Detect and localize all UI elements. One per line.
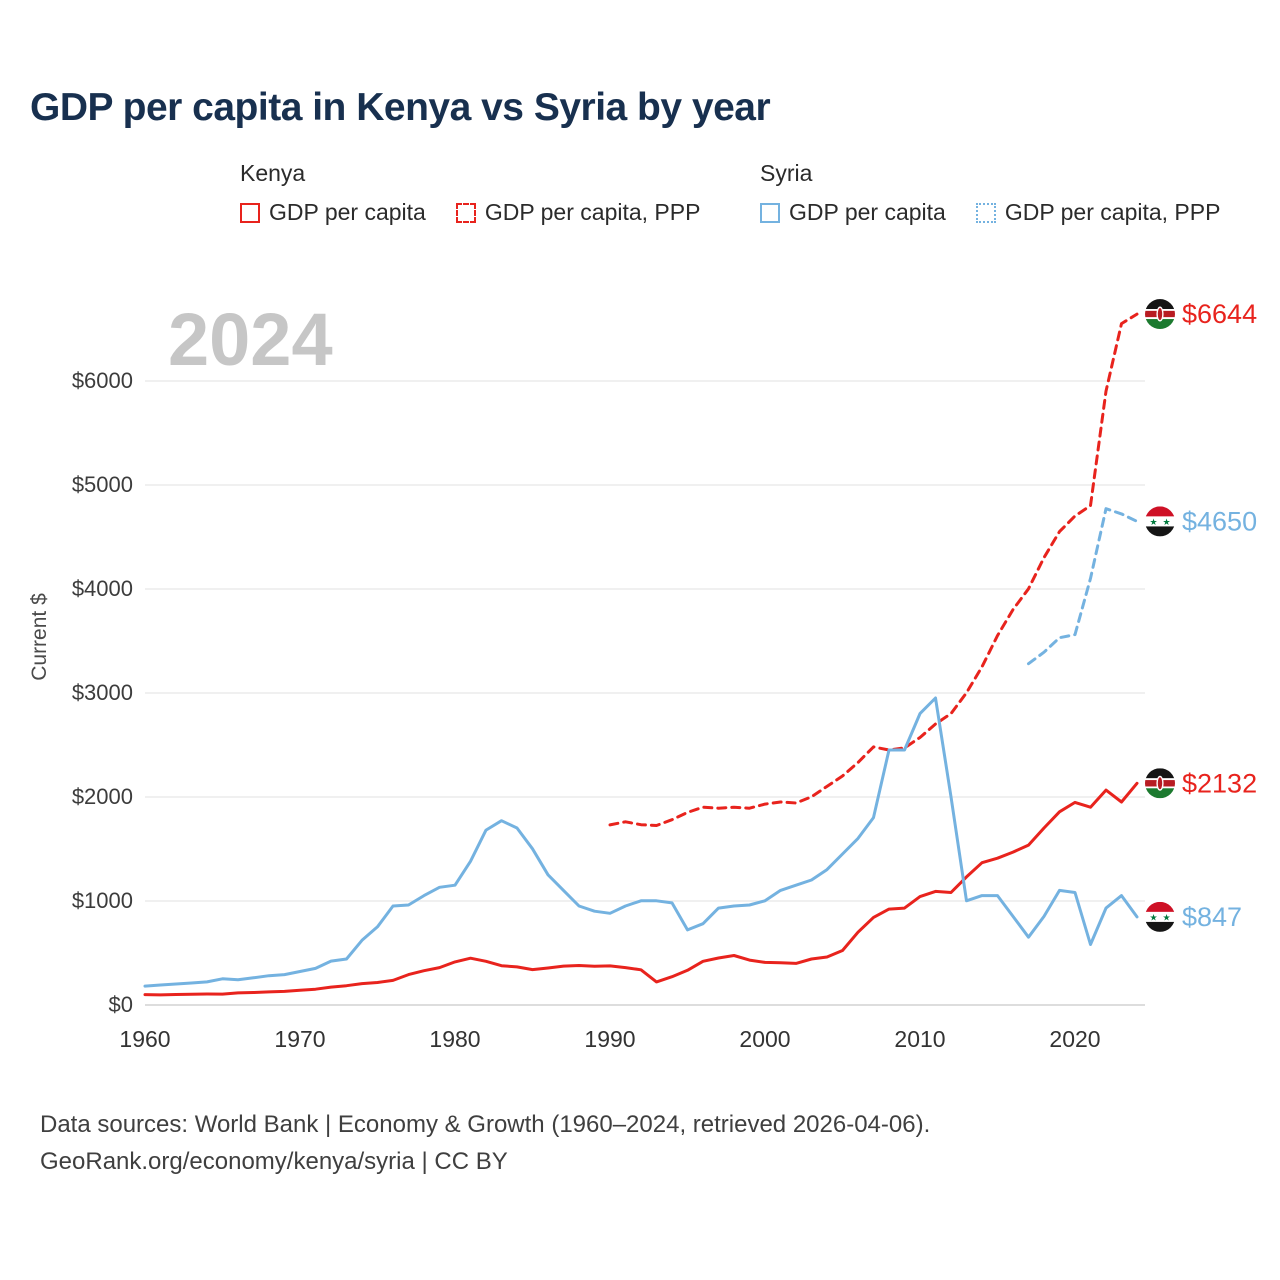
page-title: GDP per capita in Kenya vs Syria by year — [30, 86, 771, 129]
flag-syria-icon: ★ ★ — [1145, 506, 1175, 537]
flag-kenya-icon — [1145, 768, 1175, 799]
y-axis-title: Current $ — [28, 593, 51, 681]
x-tick-label: 1960 — [119, 1026, 170, 1052]
footer: Data sources: World Bank | Economy & Gro… — [40, 1106, 930, 1180]
x-tick-label: 2010 — [894, 1026, 945, 1052]
y-tick-label: $5000 — [72, 472, 133, 497]
watermark-year: 2024 — [168, 298, 333, 381]
end-value-label-syria-gdp: $847 — [1182, 902, 1242, 932]
legend-group-syria: Syria GDP per capita GDP per capita, PPP — [760, 160, 1220, 226]
legend-item-kenya-gdp-ppp[interactable]: GDP per capita, PPP — [455, 199, 701, 226]
legend-swatch-red-solid — [240, 202, 260, 223]
legend-item-kenya-gdp[interactable]: GDP per capita — [240, 199, 426, 226]
legend-item-label: GDP per capita — [789, 199, 946, 225]
flag-syria-icon: ★ ★ — [1145, 901, 1175, 932]
y-tick-label: $6000 — [72, 368, 133, 393]
x-tick-label: 1990 — [584, 1026, 635, 1052]
x-tick-label: 2020 — [1049, 1026, 1100, 1052]
legend-group-title-kenya: Kenya — [240, 160, 306, 186]
legend-swatch-blue-dotted — [975, 202, 996, 223]
svg-text:★: ★ — [1149, 912, 1157, 922]
svg-text:★: ★ — [1162, 517, 1170, 527]
footer-attribution-line: GeoRank.org/economy/kenya/syria | CC BY — [40, 1148, 508, 1175]
flag-kenya-icon — [1145, 299, 1175, 330]
footer-source-line: Data sources: World Bank | Economy & Gro… — [40, 1111, 931, 1138]
end-value-label-kenya-gdp-ppp: $6644 — [1182, 299, 1257, 329]
legend-item-syria-gdp[interactable]: GDP per capita — [760, 199, 946, 226]
y-tick-label: $4000 — [72, 576, 133, 601]
series-line-syria-gdp — [143, 696, 1139, 988]
legend-item-syria-gdp-ppp[interactable]: GDP per capita, PPP — [975, 199, 1221, 226]
svg-text:★: ★ — [1162, 912, 1170, 922]
legend-item-label: GDP per capita, PPP — [484, 199, 701, 225]
legend-item-label: GDP per capita — [269, 199, 426, 225]
series-line-syria-gdp-ppp — [1027, 507, 1139, 666]
x-tick-label: 1970 — [274, 1026, 325, 1052]
y-tick-label: $1000 — [72, 888, 133, 913]
legend-swatch-blue-solid — [760, 202, 780, 223]
legend-group-title-syria: Syria — [760, 160, 813, 186]
end-value-label-syria-gdp-ppp: $4650 — [1182, 506, 1257, 536]
y-tick-label: $2000 — [72, 784, 133, 809]
legend-swatch-red-dashed — [455, 202, 476, 223]
legend-group-kenya: Kenya GDP per capita GDP per capita, PPP — [240, 160, 700, 226]
svg-text:★: ★ — [1149, 517, 1157, 527]
x-tick-label: 2000 — [739, 1026, 790, 1052]
y-tick-label: $3000 — [72, 680, 133, 705]
x-tick-label: 1980 — [429, 1026, 480, 1052]
y-tick-label: $0 — [109, 992, 133, 1017]
legend-item-label: GDP per capita, PPP — [1004, 199, 1221, 225]
series-line-kenya-gdp — [143, 781, 1139, 997]
end-value-label-kenya-gdp: $2132 — [1182, 768, 1257, 798]
series-line-kenya-gdp-ppp — [608, 312, 1139, 827]
